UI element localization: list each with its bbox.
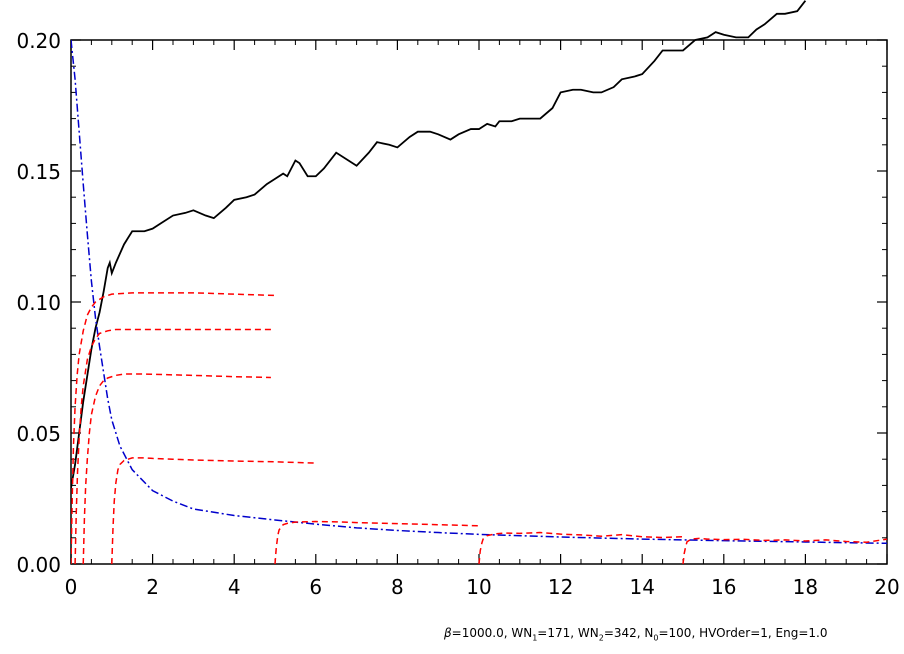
footer-sub-1: 1 — [532, 633, 538, 643]
y-tick-label: 0.20 — [16, 29, 61, 53]
x-tick-label: 6 — [309, 575, 322, 599]
chart-footer-note: β=1000.0, WN1=171, WN2=342, N0=100, HVOr… — [444, 626, 827, 642]
series-line-2 — [71, 39, 887, 545]
footer-wn1: =171, WN — [537, 626, 599, 640]
footer-wn2: =342, N — [603, 626, 654, 640]
x-tick-label: 18 — [793, 575, 818, 599]
x-tick-label: 2 — [146, 575, 159, 599]
x-tick-label: 14 — [629, 575, 654, 599]
series-line-8 — [478, 531, 684, 564]
beta-symbol: β — [444, 626, 452, 640]
x-tick-label: 4 — [228, 575, 241, 599]
series-line-1 — [71, 0, 807, 489]
x-tick-label: 20 — [874, 575, 899, 599]
series-line-9 — [682, 537, 887, 564]
x-tick-label: 8 — [391, 575, 404, 599]
chart: 0 2 4 6 8 10 12 14 16 18 20 0.00 0.05 0.10 0.15 0.20 — [16, 0, 900, 599]
x-tick-label: 12 — [548, 575, 573, 599]
series-line-4 — [74, 328, 271, 564]
x-tick-label: 16 — [711, 575, 736, 599]
x-tick-label: 10 — [466, 575, 491, 599]
x-tick-label: 0 — [65, 575, 78, 599]
footer-sub-0: 0 — [653, 633, 659, 643]
series-line-7 — [274, 520, 480, 564]
footer-beta: =1000.0, WN — [451, 626, 533, 640]
y-tick-label: 0.15 — [16, 160, 61, 184]
series-line-6 — [111, 457, 316, 564]
plot-frame — [70, 39, 888, 565]
y-tick-label: 0.10 — [16, 291, 61, 315]
footer-rest: =100, HVOrder=1, Eng=1.0 — [658, 626, 828, 640]
y-tick-label: 0.05 — [16, 422, 61, 446]
series-line-5 — [82, 373, 271, 564]
footer-sub-2: 2 — [598, 633, 604, 643]
series-line-3 — [71, 292, 276, 564]
y-tick-label: 0.00 — [16, 553, 61, 577]
